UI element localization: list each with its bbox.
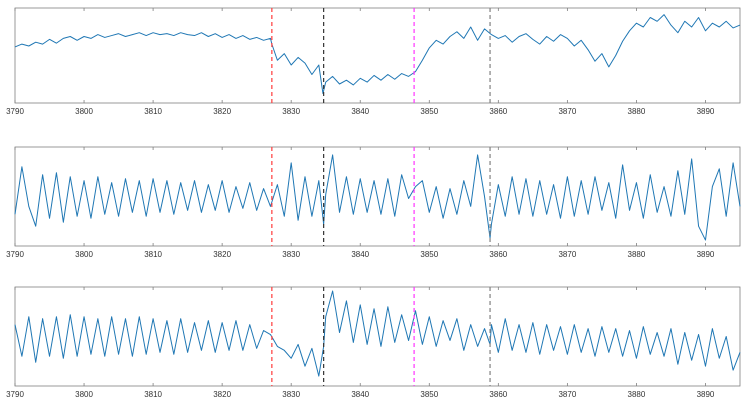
x-tick-label: 3840 [351,390,369,399]
x-tick-label: 3870 [558,107,576,116]
x-tick-label: 3870 [558,390,576,399]
x-tick-label: 3880 [628,250,646,259]
x-tick-label: 3870 [558,250,576,259]
plot-frame [14,7,741,104]
panel-top: 3790 3800 3810 3820 3830 3840 3850 3860 3870 3880… [6,7,741,116]
x-tick-label: 3860 [489,250,507,259]
x-tick-label: 3830 [282,250,300,259]
panel-bottom: 3790 3800 3810 3820 3830 3840 3850 3860 3870 3880… [6,286,741,399]
x-tick-label: 3810 [144,250,162,259]
x-tick-label: 3890 [697,390,715,399]
panel-middle: 3790 3800 3810 3820 3830 3840 3850 3860 3870 3880… [6,146,741,259]
x-tick-label: 3820 [213,390,231,399]
x-tick-label: 3800 [75,107,93,116]
x-tick-label: 3840 [351,250,369,259]
x-tick-label: 3790 [6,250,24,259]
x-tick-label: 3820 [213,107,231,116]
x-tick-label: 3830 [282,390,300,399]
x-tick-label: 3840 [351,107,369,116]
x-tick-label: 3880 [628,107,646,116]
x-tick-label: 3890 [697,250,715,259]
series-line [14,290,741,377]
x-tick-label: 3790 [6,107,24,116]
x-tick-label: 3890 [697,107,715,116]
x-tick-label: 3830 [282,107,300,116]
x-tick-label: 3810 [144,107,162,116]
x-tick-label: 3810 [144,390,162,399]
x-tick-label: 3860 [489,107,507,116]
series-line [14,14,741,94]
x-tick-label: 3820 [213,250,231,259]
x-tick-label: 3850 [420,107,438,116]
x-tick-label: 3800 [75,390,93,399]
x-tick-label: 3880 [628,390,646,399]
x-tick-label: 3790 [6,390,24,399]
x-tick-label: 3800 [75,250,93,259]
x-tick-label: 3860 [489,390,507,399]
x-tick-label: 3850 [420,390,438,399]
x-tick-label: 3850 [420,250,438,259]
series-line [14,154,741,241]
